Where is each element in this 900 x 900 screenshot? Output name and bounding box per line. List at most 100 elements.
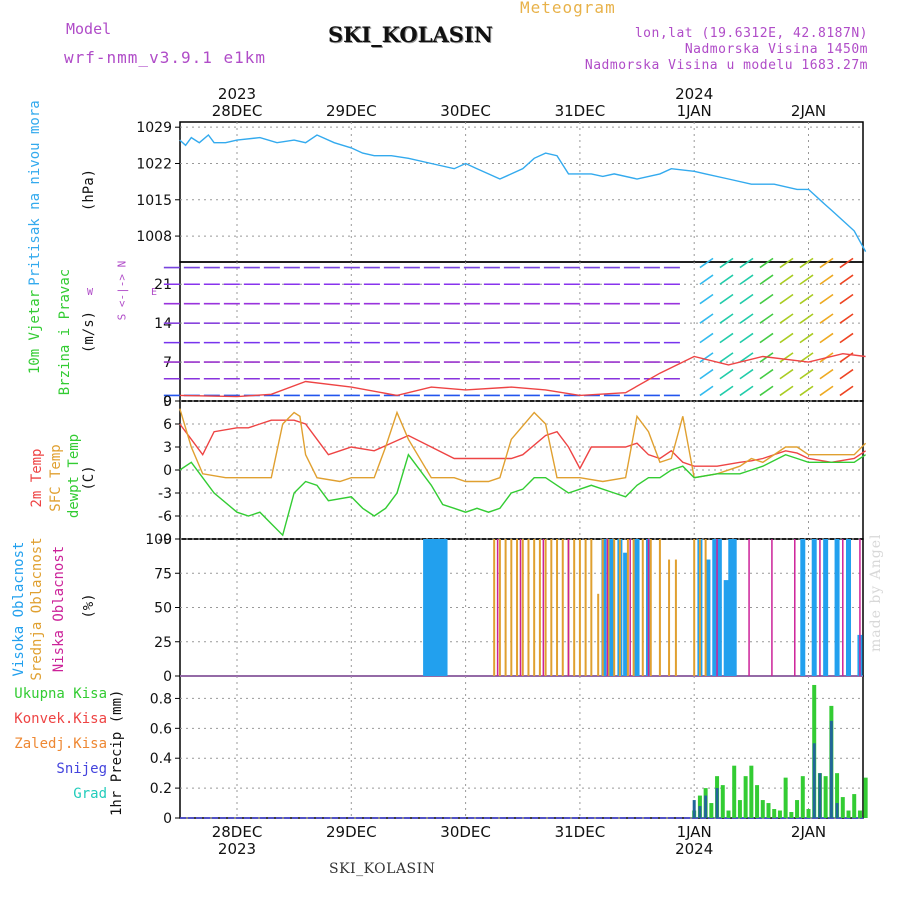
precip-total-bar-14 <box>772 809 777 818</box>
precip-total-bar-23 <box>823 776 828 818</box>
cloud-bar-1-18 <box>597 593 600 676</box>
cloud-bar-2-5 <box>629 539 631 676</box>
wind-arrow-2-26 <box>699 352 714 363</box>
cloud-bar-0-5 <box>442 539 448 676</box>
top-year-1: 2024 <box>675 85 713 103</box>
wind-arrow-6-30 <box>779 274 794 285</box>
wind-arrow-5-32 <box>819 293 834 305</box>
top-date-0: 28DEC <box>212 102 263 120</box>
meteogram-title: Meteogram <box>520 0 616 17</box>
cloud-bar-0-7 <box>609 539 615 676</box>
precip-total-bar-30 <box>863 777 868 818</box>
wind-arrow-6-32 <box>819 274 834 285</box>
bottom-date-4: 1JAN <box>677 823 712 841</box>
cloud-bar-1-31 <box>698 539 701 676</box>
wind-arrow-1-33 <box>839 368 854 380</box>
top-date-1: 29DEC <box>326 102 377 120</box>
bottom-date-3: 31DEC <box>555 823 606 841</box>
cloud-bar-1-24 <box>632 539 635 676</box>
precip-snow-bar-5 <box>818 773 822 818</box>
wind-arrow-7-29 <box>759 257 774 269</box>
cloud-bar-2-12 <box>842 539 844 676</box>
precip-total-bar-29 <box>857 810 862 818</box>
wind-arrow-1-28 <box>739 368 754 380</box>
cloud-bar-0-4 <box>439 539 445 676</box>
model-label: Model <box>66 20 112 38</box>
ytick-label-2-3: 0 <box>163 463 172 479</box>
wind-compass-w: W <box>87 287 94 298</box>
cloud-bar-1-29 <box>674 559 677 676</box>
wind-arrow-4-33 <box>839 313 854 324</box>
ytick-label-0-2: 1022 <box>136 156 172 172</box>
ytick-label-1-1: 7 <box>163 355 172 371</box>
ytick-label-2-6: 9 <box>163 394 172 410</box>
wind-arrow-0-31 <box>799 385 814 397</box>
bottom-year-0: 2023 <box>218 840 256 858</box>
ytick-label-3-1: 25 <box>154 635 172 651</box>
wind-arrow-3-28 <box>739 332 754 344</box>
cloud-bar-2-6 <box>647 539 650 676</box>
precip-total-bar-16 <box>783 777 788 818</box>
precip-total-bar-25 <box>835 773 840 818</box>
wind-arrow-1-27 <box>719 368 734 380</box>
wind-arrow-3-26 <box>699 332 714 344</box>
wind-arrow-7-30 <box>779 257 794 269</box>
cloud-bar-1-32 <box>704 539 707 676</box>
cloud-bar-0-15 <box>716 539 722 676</box>
wind-arrow-3-27 <box>719 332 734 344</box>
wind-arrow-1-30 <box>779 368 794 380</box>
ytick-label-0-3: 1029 <box>136 120 172 136</box>
cloud-bar-0-19 <box>800 539 806 676</box>
precip-legend-freezing: Zaledj.Kisa <box>14 736 107 752</box>
precip-total-bar-17 <box>789 812 794 818</box>
cloud-bar-2-8 <box>748 539 750 676</box>
precip-legend-snow: Snijeg <box>56 761 107 777</box>
wind-arrow-5-29 <box>759 293 774 305</box>
wind-arrow-3-29 <box>759 332 774 344</box>
wind-arrow-2-30 <box>779 352 794 363</box>
location-model-elevation: Nadmorska Visina u modelu 1683.27m <box>584 58 868 73</box>
cloud-bar-1-15 <box>578 539 581 676</box>
wind-arrow-3-33 <box>839 332 854 344</box>
precip-legend-total: Ukupna Kisa <box>14 686 107 702</box>
wind-arrow-7-28 <box>739 257 754 269</box>
wind-arrow-0-30 <box>779 385 794 397</box>
ytick-label-2-4: 3 <box>163 440 172 456</box>
wind-arrow-3-32 <box>819 332 834 344</box>
cloud-bar-1-2 <box>504 539 507 676</box>
temp-2m-line <box>179 419 866 470</box>
wind-arrow-0-27 <box>719 385 734 397</box>
wind-arrow-4-29 <box>759 313 774 324</box>
wind-arrow-1-32 <box>819 368 834 380</box>
cloud-bar-0-17 <box>728 539 734 676</box>
wind-arrow-5-33 <box>839 293 854 305</box>
cloud-bar-1-3 <box>510 539 513 676</box>
cloud-bar-0-23 <box>846 539 852 676</box>
top-year-0: 2023 <box>218 85 256 103</box>
bottom-date-5: 2JAN <box>791 823 826 841</box>
cloud-bar-2-9 <box>771 539 773 676</box>
wind-arrow-4-26 <box>699 313 714 324</box>
precip-total-bar-12 <box>760 800 765 818</box>
wind-arrow-6-28 <box>739 274 754 285</box>
wind-speed-line <box>179 352 866 398</box>
ytick-label-2-2: -3 <box>158 486 172 502</box>
ytick-label-1-0: 0 <box>163 394 172 410</box>
cloud-bar-0-3 <box>434 539 440 676</box>
cloud-bar-2-7 <box>716 539 718 676</box>
precip-total-bar-27 <box>846 810 851 818</box>
temp-sfc-line <box>179 408 867 483</box>
cloud-bar-1-7 <box>533 539 536 676</box>
wind-arrow-4-31 <box>799 313 814 324</box>
wind-arrow-0-32 <box>819 385 834 397</box>
wind-arrow-0-29 <box>759 385 774 397</box>
cloud-bar-0-22 <box>834 539 840 676</box>
cloud-bar-0-10 <box>634 539 640 676</box>
made-by-credit: made by Angel <box>868 533 884 653</box>
cloud-bar-1-20 <box>607 539 610 676</box>
wind-arrow-6-27 <box>719 274 734 285</box>
ytick-label-3-2: 50 <box>154 601 172 617</box>
precip-total-bar-6 <box>726 810 731 818</box>
top-date-2: 30DEC <box>440 102 491 120</box>
